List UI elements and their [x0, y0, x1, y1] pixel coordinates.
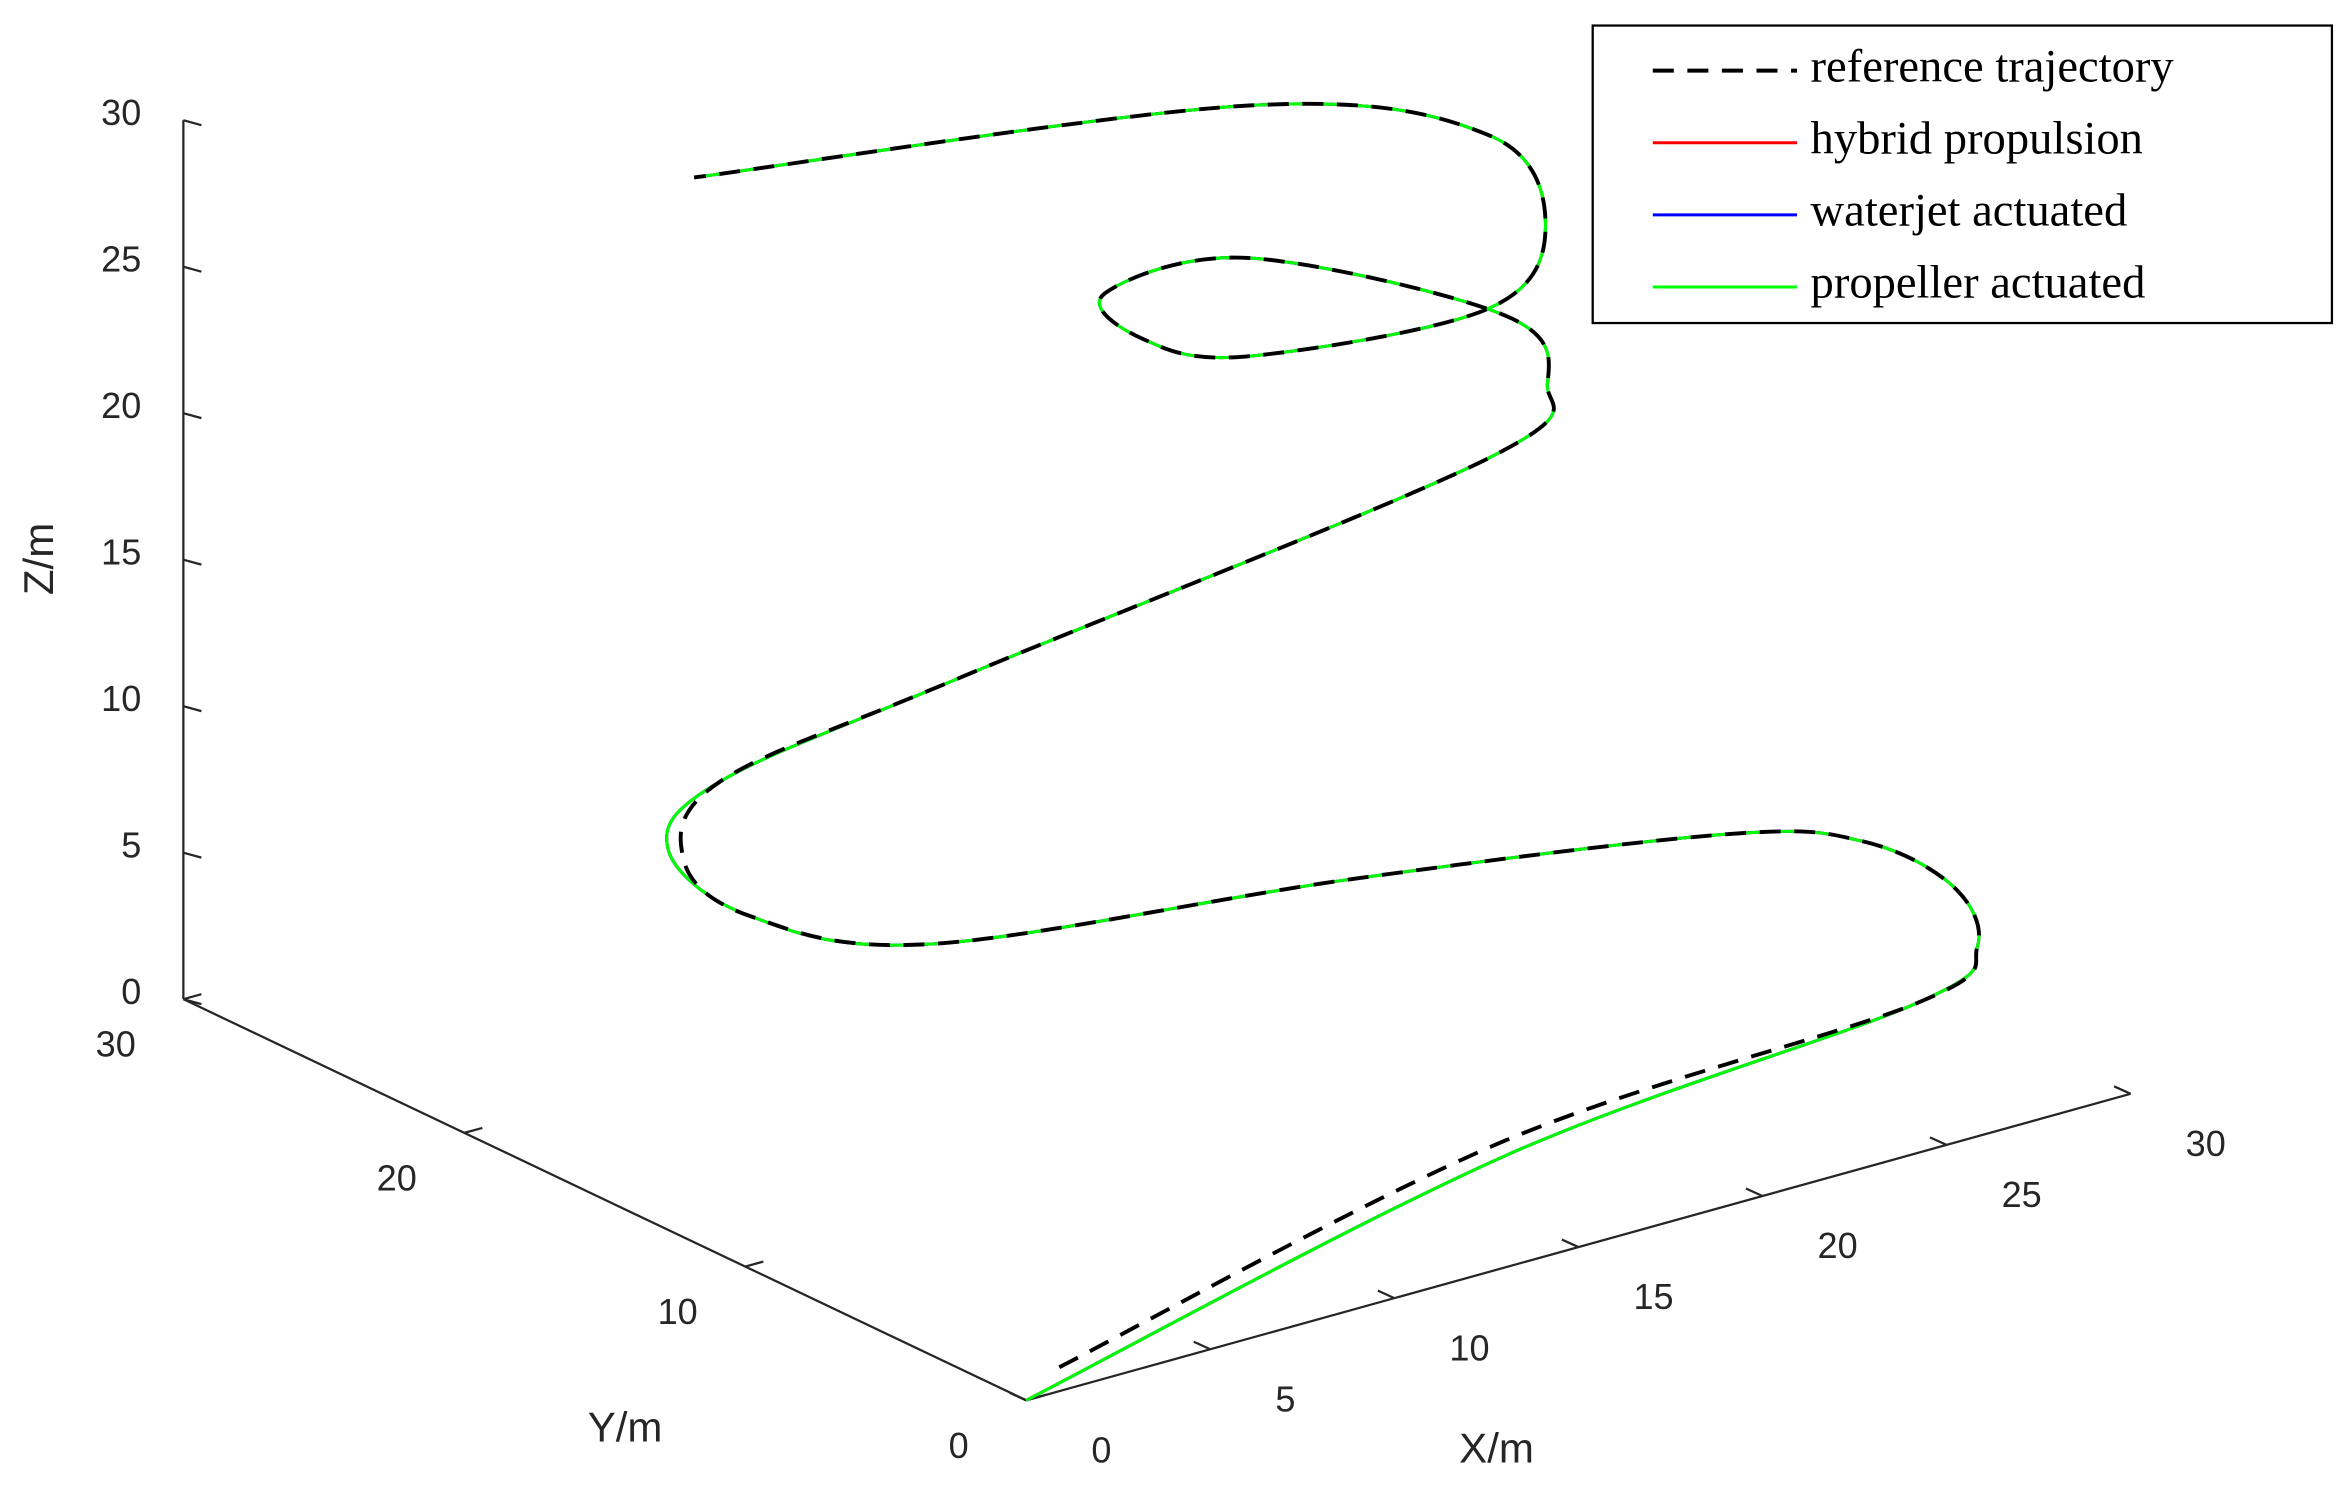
- x-tick: [1377, 1289, 1395, 1300]
- legend: reference trajectory hybrid propulsion wat…: [1591, 24, 2334, 325]
- x-tick-label: 30: [2186, 1123, 2226, 1164]
- z-tick: [183, 558, 202, 566]
- z-tick: [183, 265, 202, 273]
- x-tick-label: 15: [1633, 1276, 1673, 1317]
- x-tick: [1009, 1391, 1027, 1402]
- y-tick: [183, 993, 202, 1001]
- x-tick: [1561, 1238, 1579, 1249]
- legend-label: waterjet actuated: [1811, 186, 2128, 237]
- z-tick-label: 15: [101, 532, 141, 573]
- y-axis-title: Y/m: [588, 1403, 663, 1450]
- y-axis-line: [182, 998, 1027, 1402]
- x-axis-title: X/m: [1459, 1425, 1534, 1472]
- plot-lines: [665, 101, 1981, 1402]
- z-tick-label: 10: [101, 678, 141, 719]
- x-tick: [1929, 1136, 1947, 1146]
- x-tick: [1745, 1187, 1763, 1198]
- x-tick: [2113, 1085, 2132, 1095]
- z-tick: [183, 851, 202, 859]
- series-line: [678, 101, 1981, 1369]
- legend-label: hybrid propulsion: [1811, 113, 2143, 164]
- legend-label: propeller actuated: [1811, 258, 2146, 309]
- z-tick-label: 25: [101, 239, 141, 280]
- y-tick-label: 0: [949, 1425, 969, 1466]
- z-axis-title: Z/m: [15, 523, 62, 595]
- y-tick-label: 30: [96, 1024, 136, 1065]
- x-tick: [1193, 1340, 1211, 1351]
- legend-box: [1591, 24, 2334, 325]
- x-tick-label: 20: [1818, 1225, 1858, 1266]
- y-tick: [744, 1260, 764, 1268]
- z-tick-label: 5: [121, 825, 141, 866]
- z-tick: [183, 705, 202, 713]
- z-tick: [183, 998, 202, 1006]
- y-tick: [464, 1126, 483, 1134]
- x-tick-label: 10: [1449, 1327, 1489, 1368]
- y-tick-label: 10: [658, 1291, 698, 1332]
- z-tick-label: 0: [121, 971, 141, 1012]
- z-tick-label: 30: [101, 92, 141, 133]
- y-tick-label: 20: [377, 1157, 417, 1198]
- axes: 0 5 10 15 20 25 30 0 10 20 30 0 5 10 15 20 25 30: [96, 92, 2226, 1470]
- x-tick-label: 25: [2002, 1174, 2042, 1215]
- x-tick-label: 5: [1275, 1378, 1295, 1419]
- z-tick: [183, 412, 202, 420]
- x-tick-label: 0: [1091, 1429, 1111, 1470]
- z-tick: [183, 119, 202, 127]
- legend-label: reference trajectory: [1811, 41, 2175, 92]
- z-tick-label: 20: [101, 385, 141, 426]
